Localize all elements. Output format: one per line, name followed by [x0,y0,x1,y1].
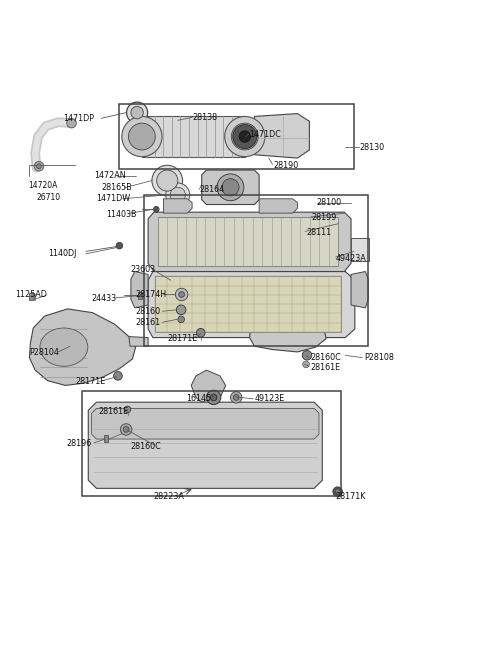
Polygon shape [148,212,351,272]
Polygon shape [157,217,338,266]
Ellipse shape [40,328,88,366]
Text: 28160: 28160 [136,307,161,316]
Text: 28100: 28100 [317,198,342,207]
Circle shape [116,242,123,249]
Circle shape [303,361,310,368]
Text: 28171E: 28171E [167,334,197,343]
Circle shape [302,350,312,360]
Circle shape [124,406,131,413]
Polygon shape [163,199,192,213]
Circle shape [239,131,251,142]
Circle shape [176,305,186,315]
Circle shape [170,188,185,203]
Bar [29,293,34,300]
Circle shape [178,316,184,323]
Polygon shape [351,272,368,308]
Text: 26710: 26710 [36,193,60,202]
Circle shape [222,178,239,196]
Bar [120,104,354,169]
Text: 28223A: 28223A [153,492,184,501]
Text: 1471DP: 1471DP [63,114,94,123]
Polygon shape [131,272,148,308]
Circle shape [129,123,156,150]
Text: P28108: P28108 [364,353,394,362]
Text: 28165B: 28165B [101,183,132,192]
Text: 28199: 28199 [312,213,337,222]
Circle shape [36,164,41,169]
Polygon shape [191,370,226,402]
Circle shape [175,288,188,300]
Text: 28196: 28196 [67,440,92,448]
Polygon shape [129,337,148,346]
Circle shape [122,117,162,157]
Circle shape [233,394,239,400]
Circle shape [206,390,221,405]
Text: 28171E: 28171E [75,377,105,386]
Text: P28104: P28104 [29,348,60,358]
Bar [144,195,368,346]
Polygon shape [254,113,310,158]
Circle shape [123,426,129,432]
Circle shape [166,183,190,207]
Circle shape [210,394,217,401]
Text: 1140DJ: 1140DJ [48,249,77,258]
Text: 16145: 16145 [186,394,212,403]
Polygon shape [148,272,355,338]
Text: 49123E: 49123E [254,394,285,403]
Circle shape [127,102,148,123]
Text: 1125AD: 1125AD [15,290,47,299]
Text: 28160C: 28160C [311,353,342,362]
Circle shape [335,489,340,494]
Bar [82,391,340,497]
Text: 1471DC: 1471DC [250,130,281,138]
Circle shape [120,424,132,435]
Circle shape [131,106,144,119]
Circle shape [217,174,244,201]
Circle shape [233,125,257,148]
Text: 11403B: 11403B [106,209,136,218]
Text: 24433: 24433 [92,294,117,303]
Text: 28161E: 28161E [311,363,341,372]
Circle shape [333,487,342,497]
Polygon shape [155,276,341,332]
Circle shape [34,161,44,171]
Text: 28160C: 28160C [130,442,161,451]
Polygon shape [259,199,298,213]
Circle shape [114,371,122,380]
Circle shape [157,170,178,191]
Text: 28138: 28138 [192,113,217,122]
Text: 28130: 28130 [360,142,385,152]
Circle shape [230,392,242,403]
Text: 14720A: 14720A [28,180,58,190]
Text: 28190: 28190 [274,161,299,170]
Text: 28164: 28164 [199,185,225,194]
Bar [142,117,245,157]
Polygon shape [202,170,259,205]
Polygon shape [250,314,326,352]
Text: 1472AN: 1472AN [94,171,126,180]
Text: 28161: 28161 [136,318,161,327]
Polygon shape [88,402,323,488]
Text: 23603: 23603 [130,265,155,274]
Text: 49423A: 49423A [336,254,366,263]
Circle shape [231,123,258,150]
Circle shape [179,292,184,297]
Text: 1471DW: 1471DW [96,194,131,203]
Polygon shape [92,409,319,439]
Bar [351,238,369,261]
Bar [104,435,108,442]
Text: 28161E: 28161E [99,407,129,417]
Circle shape [152,165,182,196]
Text: 28174H: 28174H [136,290,167,299]
Circle shape [225,117,265,157]
Circle shape [154,207,159,212]
Text: 28171K: 28171K [336,492,366,501]
Text: 28111: 28111 [306,228,331,237]
Polygon shape [29,309,136,386]
Circle shape [196,329,205,337]
Circle shape [67,118,76,128]
Bar [138,292,142,299]
